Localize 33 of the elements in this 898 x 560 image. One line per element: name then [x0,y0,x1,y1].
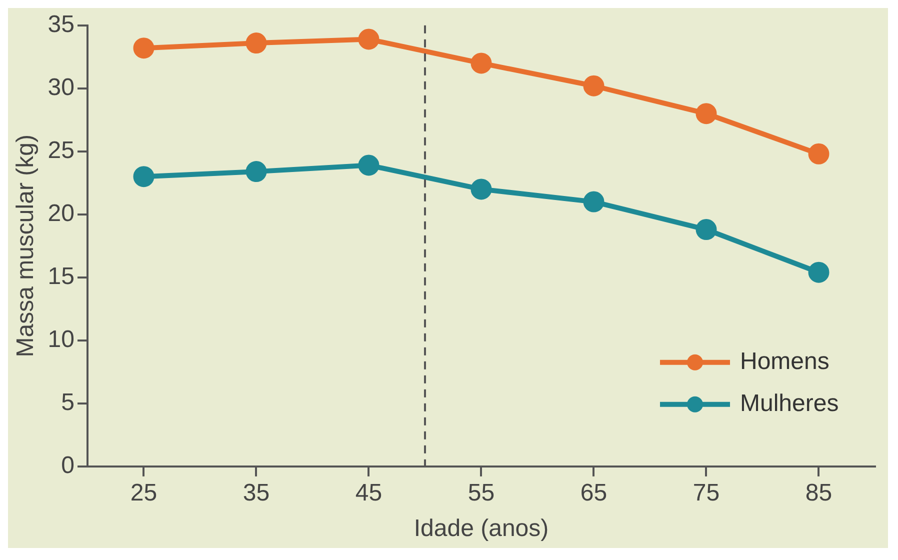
point [583,191,604,212]
x-tick-label: 75 [692,479,720,506]
y-tick-label: 20 [48,200,74,228]
x-tick-label: 85 [805,479,832,506]
point [470,52,492,74]
point [133,38,154,59]
point [808,143,830,164]
point [696,103,717,124]
point [246,32,267,54]
x-tick-label: 45 [355,479,382,506]
y-tick-label: 5 [61,389,74,416]
x-tick-label: 55 [468,479,495,506]
point [808,262,830,283]
point [696,219,717,240]
point [470,178,492,200]
point [583,75,604,96]
y-tick-label: 25 [48,137,74,164]
point [358,154,380,176]
y-tick-label: 10 [48,326,74,354]
y-tick-label: 30 [48,74,74,102]
x-tick-label: 65 [580,479,608,506]
y-tick-label: 15 [48,263,74,290]
x-axis-title: Idade (anos) [414,515,549,542]
point [133,166,154,188]
legend-label: Homens [740,348,830,376]
x-tick-label: 35 [242,479,270,506]
legend-label: Mulheres [740,390,839,418]
point [246,161,267,182]
y-tick-label: 0 [61,452,74,480]
y-axis-title: Massa muscular (kg) [12,134,40,358]
y-tick-label: 35 [48,11,74,38]
x-tick-label: 25 [130,479,158,506]
point [358,28,380,50]
